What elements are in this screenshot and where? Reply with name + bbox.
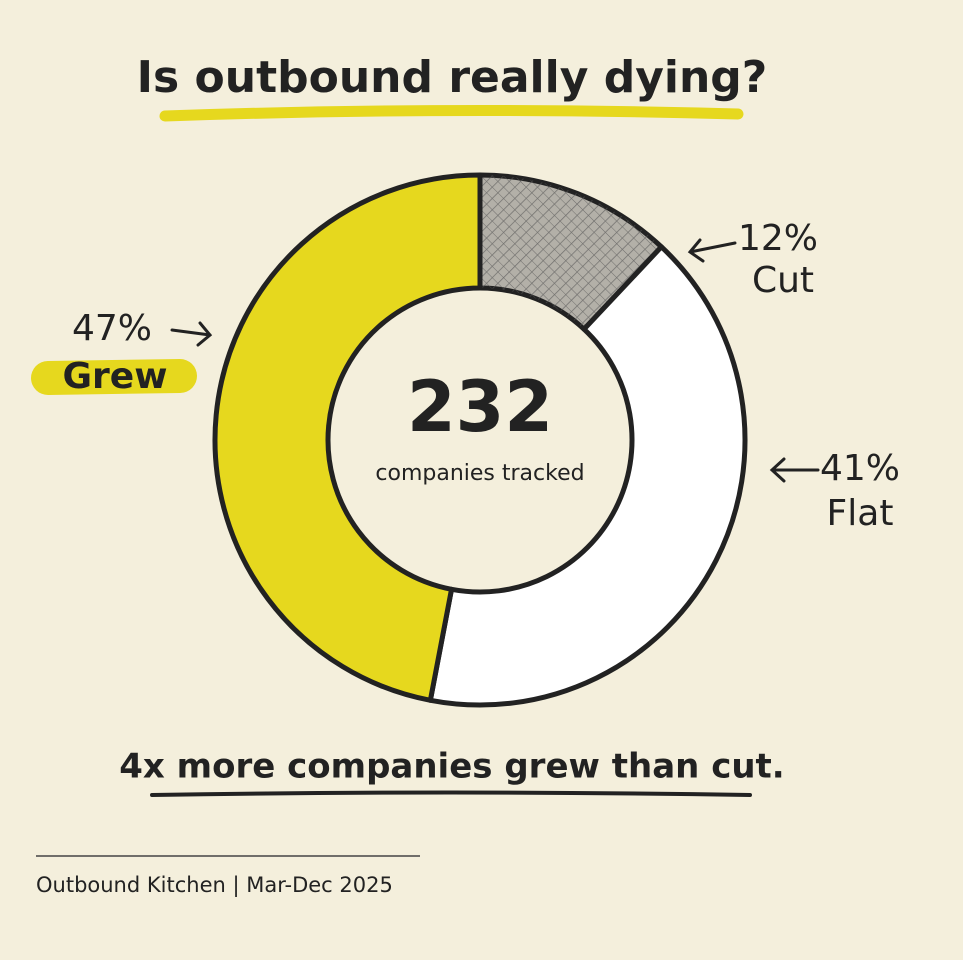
category-label: Flat	[827, 493, 894, 534]
value-label: 41%	[820, 448, 900, 489]
label-highlight	[31, 359, 197, 395]
category-label: Cut	[752, 260, 814, 301]
hatch	[480, 175, 662, 330]
center-label: companies tracked	[375, 461, 584, 486]
source: Outbound Kitchen | Mar-Dec 2025	[36, 873, 393, 898]
caption: 4x more companies grew than cut.	[119, 747, 784, 787]
arrow	[769, 457, 820, 483]
center-value: 232	[407, 366, 553, 448]
chart-title: Is outbound really dying?	[137, 52, 768, 103]
value-label: 12%	[738, 218, 818, 259]
category-label: Grew	[63, 356, 168, 397]
arrow	[170, 321, 213, 347]
title-highlight	[159, 104, 744, 122]
caption-underline	[150, 790, 752, 797]
donut-segment	[212, 172, 483, 703]
value-label: 47%	[72, 308, 152, 349]
arrow	[687, 238, 737, 263]
donut-segment	[427, 244, 748, 708]
